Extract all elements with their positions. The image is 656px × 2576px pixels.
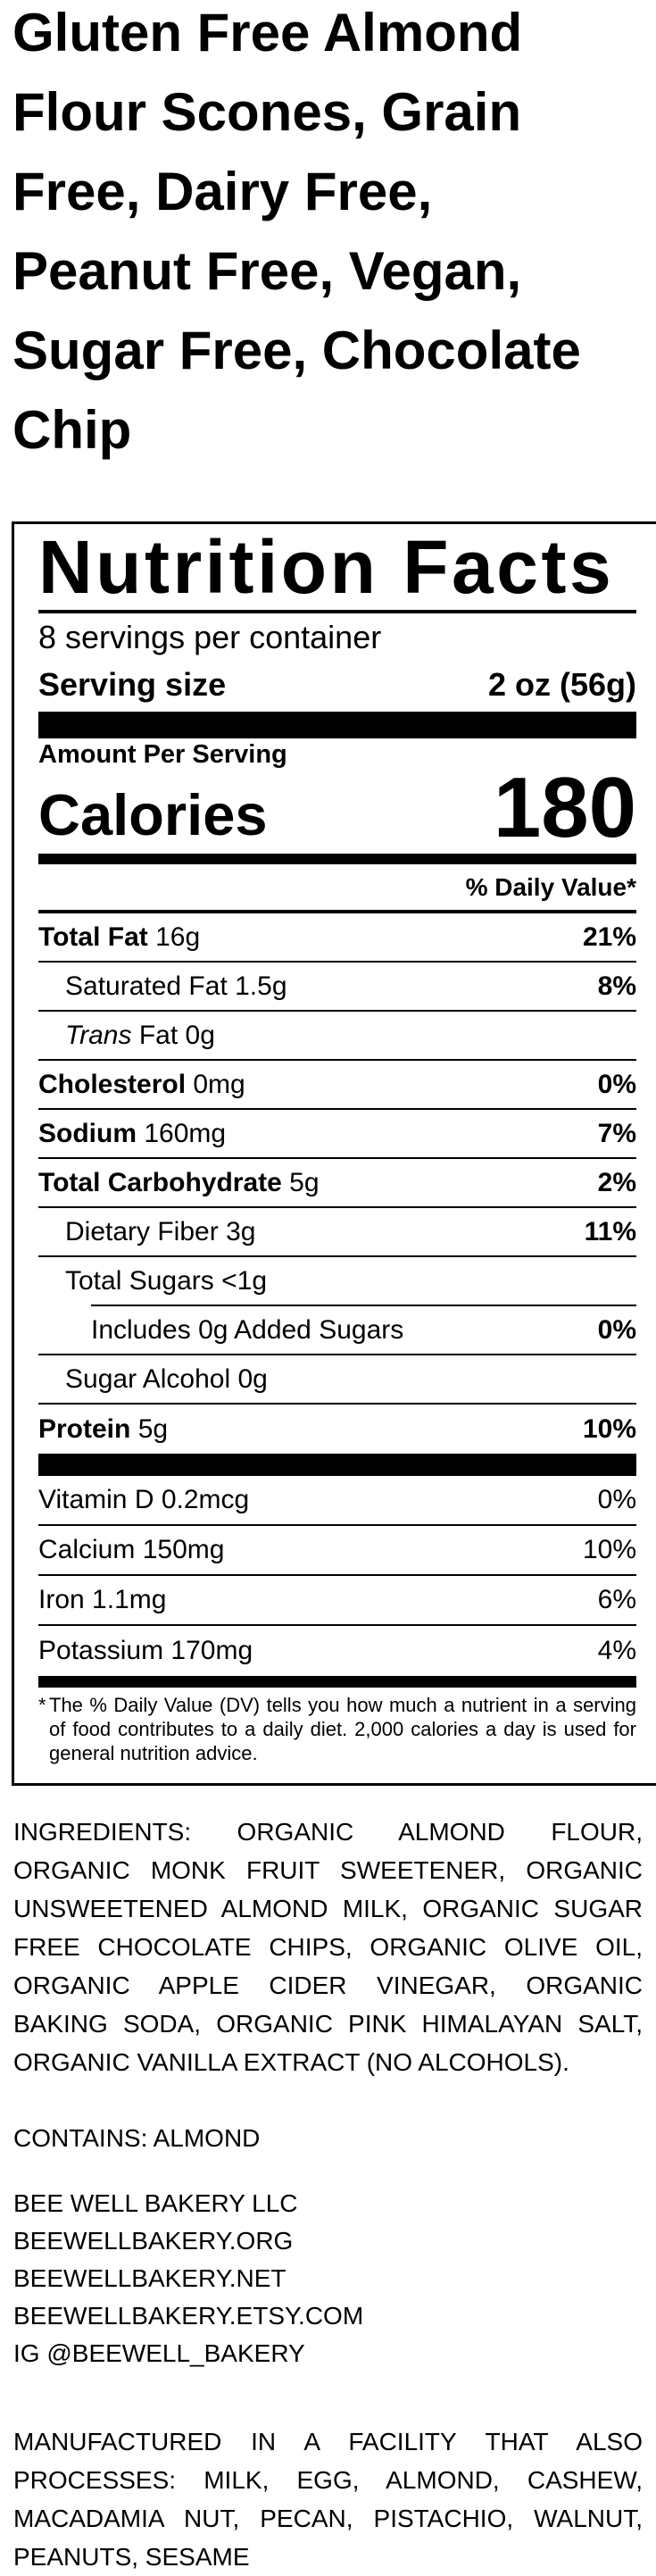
serving-size-label: Serving size xyxy=(38,666,227,703)
nutrient-name: Total Sugars xyxy=(65,1265,214,1296)
divider xyxy=(38,610,636,613)
vitamin-name: Potassium xyxy=(38,1636,164,1665)
product-title-line: Gluten Free Almond xyxy=(12,3,523,63)
vitamin-amount: 0.2mcg xyxy=(161,1485,250,1514)
nutrient-row-protein: Protein 5g 10% xyxy=(38,1405,636,1454)
company-name: BEE WELL BAKERY LLC xyxy=(13,2189,298,2217)
nutrient-name: Includes 0g Added Sugars xyxy=(91,1314,404,1345)
nutrient-name: Protein xyxy=(38,1413,131,1444)
vitamin-amount: 170mg xyxy=(170,1636,253,1665)
nutrient-dv: 11% xyxy=(584,1216,636,1246)
nutrient-dv: 10% xyxy=(582,1413,636,1444)
nutrient-name: Total Fat xyxy=(38,921,148,952)
product-title-line: Free, Dairy Free, xyxy=(12,162,433,221)
serving-size-row: Serving size 2 oz (56g) xyxy=(38,661,636,709)
nutrient-name-rest: Fat xyxy=(138,1020,179,1050)
nutrient-row-total-carbohydrate: Total Carbohydrate 5g 2% xyxy=(38,1159,636,1208)
amount-per-serving: Amount Per Serving xyxy=(38,740,287,769)
company-instagram: IG @BEEWELL_BAKERY xyxy=(13,2339,305,2367)
nutrient-dv: 7% xyxy=(597,1118,636,1148)
nutrition-facts-label: Nutrition Facts 8 servings per container… xyxy=(12,521,656,1786)
company-website: BEEWELLBAKERY.ORG xyxy=(13,2227,294,2255)
divider xyxy=(91,1305,636,1306)
nutrient-name: Cholesterol xyxy=(38,1069,187,1099)
nutrient-name: Saturated Fat xyxy=(65,971,228,1001)
thick-divider xyxy=(38,1454,636,1476)
vitamin-row-vitamin-d: Vitamin D 0.2mcg 0% xyxy=(38,1476,636,1526)
nutrient-name: Sugar Alcohol xyxy=(65,1363,231,1394)
vitamin-row-calcium: Calcium 150mg 10% xyxy=(38,1526,636,1576)
nutrient-dv: 2% xyxy=(597,1167,636,1197)
vitamin-row-potassium: Potassium 170mg 4% xyxy=(38,1626,636,1676)
nutrient-amount: 16g xyxy=(155,921,201,952)
nutrient-amount: 160mg xyxy=(144,1118,227,1148)
company-etsy: BEEWELLBAKERY.ETSY.COM xyxy=(13,2302,364,2330)
nutrient-row-added-sugars: Includes 0g Added Sugars 0% xyxy=(38,1306,636,1355)
nutrient-amount: 0mg xyxy=(193,1069,245,1099)
vitamin-name: Calcium xyxy=(38,1535,136,1564)
nutrient-dv: 8% xyxy=(597,971,636,1001)
facility-notice: MANUFACTURED IN A FACILITY THAT ALSO PRO… xyxy=(13,2428,643,2571)
thick-divider xyxy=(38,712,636,738)
servings-per-container: 8 servings per container xyxy=(38,619,382,655)
nutrient-row-sodium: Sodium 160mg 7% xyxy=(38,1110,636,1159)
calories-value: 180 xyxy=(493,760,636,855)
nutrient-amount: 5g xyxy=(289,1167,320,1197)
nutrient-dv: 21% xyxy=(582,921,636,952)
nutrient-row-sugar-alcohol: Sugar Alcohol 0g xyxy=(38,1355,636,1405)
calories-label: Calories xyxy=(38,782,268,847)
ingredients-list: INGREDIENTS: ORGANIC ALMOND FLOUR, ORGAN… xyxy=(13,1818,643,2076)
vitamin-dv: 10% xyxy=(582,1535,636,1564)
vitamin-row-iron: Iron 1.1mg 6% xyxy=(38,1576,636,1626)
nutrient-row-saturated-fat: Saturated Fat 1.5g 8% xyxy=(38,963,636,1012)
medium-divider xyxy=(38,854,636,864)
serving-size-value: 2 oz (56g) xyxy=(487,666,636,703)
calories-row: Calories 180 xyxy=(38,765,636,851)
daily-value-footnote: * The % Daily Value (DV) tells you how m… xyxy=(38,1688,636,1765)
company-website: BEEWELLBAKERY.NET xyxy=(13,2264,286,2292)
divider xyxy=(38,910,636,913)
daily-value-header: % Daily Value* xyxy=(465,873,636,901)
footnote-text: The % Daily Value (DV) tells you how muc… xyxy=(49,1694,636,1764)
medium-divider xyxy=(38,1676,636,1688)
product-title-line: Flour Scones, Grain xyxy=(12,82,522,142)
vitamin-dv: 4% xyxy=(597,1636,636,1665)
nutrient-row-total-sugars: Total Sugars <1g xyxy=(38,1257,636,1305)
nutrient-row-total-fat: Total Fat 16g 21% xyxy=(38,913,636,963)
vitamin-amount: 1.1mg xyxy=(92,1585,167,1614)
nutrient-amount: 5g xyxy=(137,1413,169,1444)
nutrition-facts-heading: Nutrition Facts xyxy=(38,525,615,609)
footnote-star: * xyxy=(38,1694,46,1716)
allergen-contains: CONTAINS: ALMOND xyxy=(13,2124,261,2152)
nutrient-amount: 0g xyxy=(185,1020,215,1050)
vitamin-amount: 150mg xyxy=(142,1535,225,1564)
nutrient-dv: 0% xyxy=(597,1069,636,1099)
nutrient-row-cholesterol: Cholesterol 0mg 0% xyxy=(38,1061,636,1110)
nutrient-name: Dietary Fiber xyxy=(65,1216,219,1246)
nutrient-name: Trans xyxy=(65,1020,132,1050)
nutrient-amount: 0g xyxy=(237,1363,268,1394)
nutrient-name: Sodium xyxy=(38,1118,137,1148)
nutrient-row-dietary-fiber: Dietary Fiber 3g 11% xyxy=(38,1208,636,1257)
vitamin-dv: 0% xyxy=(597,1485,636,1514)
vitamin-name: Iron xyxy=(38,1585,85,1614)
company-info: BEE WELL BAKERY LLC BEEWELLBAKERY.ORG BE… xyxy=(13,2185,643,2372)
nutrient-amount: <1g xyxy=(221,1265,267,1296)
product-title-line: Chip xyxy=(12,400,132,460)
vitamin-name: Vitamin D xyxy=(38,1485,154,1514)
product-title: Gluten Free Almond Flour Scones, Grain F… xyxy=(12,0,651,470)
product-title-line: Peanut Free, Vegan, xyxy=(12,241,522,301)
nutrient-amount: 3g xyxy=(226,1216,256,1246)
nutrient-row-trans-fat: Trans Fat 0g xyxy=(38,1012,636,1061)
nutrient-name: Total Carbohydrate xyxy=(38,1167,282,1197)
nutrient-dv: 0% xyxy=(597,1314,636,1345)
nutrient-amount: 1.5g xyxy=(235,971,287,1001)
vitamin-dv: 6% xyxy=(597,1585,636,1614)
product-title-line: Sugar Free, Chocolate xyxy=(12,321,581,380)
